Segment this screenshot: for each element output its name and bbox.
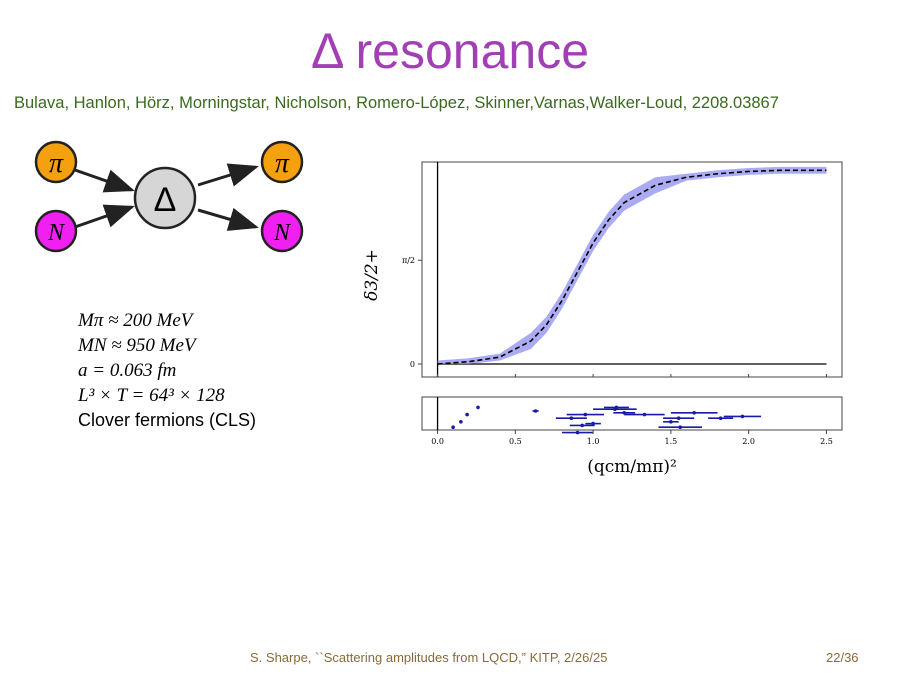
delta-node xyxy=(133,166,197,230)
page-number: 22/36 xyxy=(826,650,859,665)
nucleon-in-label: N xyxy=(47,220,66,246)
data-point xyxy=(591,421,595,426)
x-tick-label: 1.0 xyxy=(587,437,600,446)
lattice-volume: L³ × T = 64³ × 128 xyxy=(78,385,225,406)
nucleon-out-node xyxy=(260,209,304,253)
pion-in-node xyxy=(34,140,78,184)
footer-citation: S. Sharpe, ``Scattering amplitudes from … xyxy=(250,650,608,665)
nucleon-in-node xyxy=(34,209,78,253)
phase-shift-chart: 0 π/2 δ3/2+ 0.0 0.5 1.0 1.5 2.0 2.5 (qcm/mπ)² xyxy=(362,161,843,477)
x-tick-label: 1.5 xyxy=(665,437,678,446)
delta-label: Δ xyxy=(154,181,177,219)
nucleon-in-arrow xyxy=(74,204,135,229)
data-point xyxy=(575,430,580,435)
data-point xyxy=(718,416,723,421)
pion-out-node xyxy=(260,140,304,184)
nucleon-out-label: N xyxy=(273,220,292,246)
x-tick-label: 0.5 xyxy=(509,437,522,446)
y-tick-label: π/2 xyxy=(402,256,415,265)
authors-line: Bulava, Hanlon, Hörz, Morningstar, Nicho… xyxy=(14,94,779,112)
data-point xyxy=(459,420,463,424)
data-point xyxy=(580,423,585,428)
feynman-diagram: π N Δ π N xyxy=(34,140,304,253)
data-point xyxy=(465,412,469,417)
nucleon-mass: MN ≈ 950 MeV xyxy=(78,335,196,356)
data-point xyxy=(614,405,619,410)
data-point xyxy=(451,425,455,430)
lattice-spacing: a = 0.063 fm xyxy=(78,360,177,381)
data-point xyxy=(583,412,588,417)
points-panel-frame xyxy=(421,396,843,431)
pion-mass: Mπ ≈ 200 MeV xyxy=(78,310,193,331)
pion-out-label: π xyxy=(275,148,290,179)
pion-out-arrow xyxy=(197,163,259,187)
data-point xyxy=(622,411,627,415)
data-point xyxy=(740,414,745,419)
data-point xyxy=(569,416,574,421)
x-tick-label: 2.0 xyxy=(742,437,755,446)
nucleon-out-arrow xyxy=(197,207,259,231)
y-tick-label: 0 xyxy=(410,360,415,369)
data-point xyxy=(533,409,538,413)
x-tick-label: 2.5 xyxy=(820,437,833,446)
parameters-block: Mπ ≈ 200 MeV MN ≈ 950 MeV a = 0.063 fm L… xyxy=(78,308,256,433)
fermion-action: Clover fermions (CLS) xyxy=(78,410,257,430)
x-tick-label: 0.0 xyxy=(431,437,444,446)
pion-in-arrow xyxy=(74,168,135,193)
data-point xyxy=(692,411,697,415)
main-panel-frame xyxy=(421,161,843,378)
data-point xyxy=(676,416,681,421)
phase-shift-fit-curve xyxy=(437,169,827,365)
x-axis-label: (qcm/mπ)² xyxy=(587,457,677,477)
data-point xyxy=(642,412,647,417)
data-point xyxy=(669,420,673,424)
data-point xyxy=(476,405,480,410)
data-point xyxy=(678,425,683,430)
pion-in-label: π xyxy=(49,148,64,179)
slide-title: Δ resonance xyxy=(310,23,590,79)
y-axis-label: δ3/2+ xyxy=(362,249,382,301)
phase-shift-error-band xyxy=(437,166,827,364)
